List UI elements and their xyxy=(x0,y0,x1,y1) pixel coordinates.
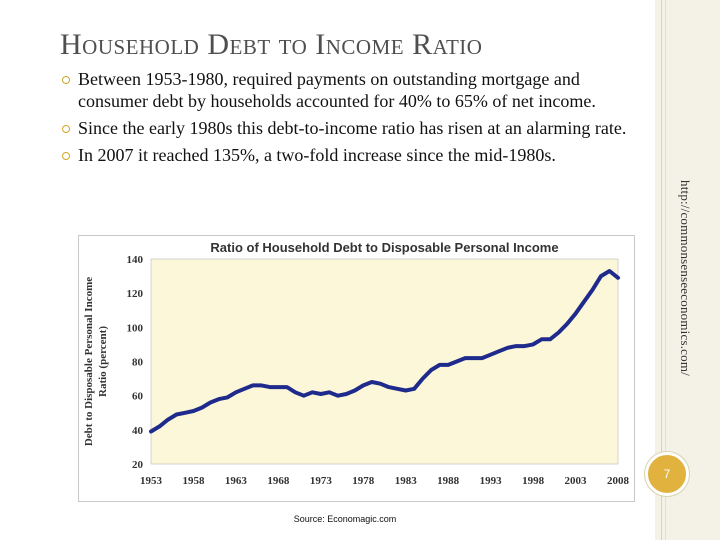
bullet-text: Between 1953-1980, required payments on … xyxy=(78,69,596,111)
chart-frame: Ratio of Household Debt to Disposable Pe… xyxy=(78,235,635,502)
chart-title: Ratio of Household Debt to Disposable Pe… xyxy=(210,240,558,255)
y-tick-label: 60 xyxy=(132,391,144,403)
debt-ratio-chart: Ratio of Household Debt to Disposable Pe… xyxy=(83,240,630,487)
decorative-side-band xyxy=(655,0,720,540)
page-number-badge: 7 xyxy=(645,452,689,496)
x-tick-label: 1953 xyxy=(140,475,163,487)
side-url[interactable]: http://commonsenseeconomics.com/ xyxy=(678,180,693,376)
x-tick-label: 1968 xyxy=(267,475,290,487)
y-tick-label: 100 xyxy=(127,322,144,334)
x-tick-label: 2008 xyxy=(607,475,630,487)
x-tick-label: 1973 xyxy=(310,475,333,487)
x-tick-label: 1998 xyxy=(522,475,545,487)
plot-background xyxy=(150,258,619,465)
bullet-item: Between 1953-1980, required payments on … xyxy=(62,68,642,112)
x-tick-label: 1983 xyxy=(395,475,418,487)
y-tick-label: 120 xyxy=(127,288,144,300)
x-tick-label: 1978 xyxy=(352,475,375,487)
slide-title: Household Debt to Income Ratio xyxy=(60,28,483,61)
y-tick-label: 20 xyxy=(132,459,144,471)
y-tick-label: 80 xyxy=(132,357,144,369)
series-line xyxy=(149,269,620,434)
x-tick-label: 1993 xyxy=(480,475,503,487)
bullet-list: Between 1953-1980, required payments on … xyxy=(62,68,642,171)
y-tick-label: 40 xyxy=(132,425,144,437)
x-tick-label: 1958 xyxy=(182,475,205,487)
bullet-item: Since the early 1980s this debt-to-incom… xyxy=(62,117,642,139)
bullet-icon xyxy=(62,125,70,133)
x-tick-label: 1988 xyxy=(437,475,460,487)
x-tick-label: 2003 xyxy=(565,475,588,487)
bullet-text: In 2007 it reached 135%, a two-fold incr… xyxy=(78,145,556,165)
x-tick-label: 1963 xyxy=(225,475,248,487)
y-tick-label: 140 xyxy=(127,254,144,266)
y-axis-label-line-1: Debt to Disposable Personal Income xyxy=(83,277,95,446)
source-note: Source: Economagic.com xyxy=(293,514,397,524)
bullet-item: In 2007 it reached 135%, a two-fold incr… xyxy=(62,144,642,166)
y-axis-label-line-2: Ratio (percent) xyxy=(97,326,109,397)
bullet-icon xyxy=(62,76,70,84)
bullet-text: Since the early 1980s this debt-to-incom… xyxy=(78,118,627,138)
bullet-icon xyxy=(62,152,70,160)
y-axis-ticks: 20 40 60 80 100 120 140 xyxy=(127,254,144,471)
x-axis-ticks: 1953 1958 1963 1968 1973 1978 1983 1988 1993 1998… xyxy=(140,475,630,487)
